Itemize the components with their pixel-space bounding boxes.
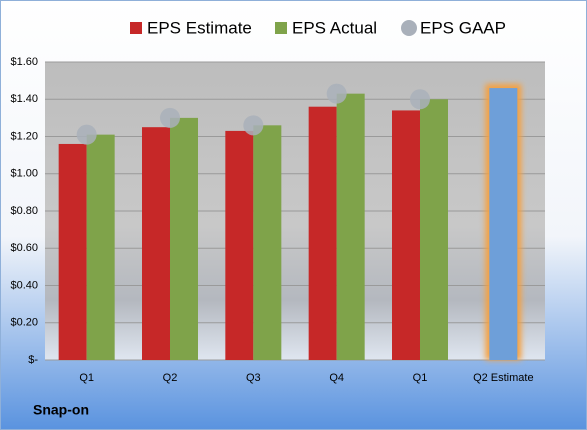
gaap-marker [410, 89, 430, 110]
y-tick-label: $1.40 [10, 93, 38, 105]
x-tick-label: Q2 Estimate [473, 372, 534, 384]
legend-label: EPS GAAP [420, 18, 506, 37]
legend-label: EPS Actual [292, 18, 377, 37]
legend-marker [275, 22, 287, 34]
y-tick-label: $0.20 [10, 317, 38, 329]
y-tick-label: $- [28, 354, 38, 366]
legend-marker [130, 22, 142, 34]
bar [253, 125, 282, 360]
y-tick-label: $1.60 [10, 56, 38, 68]
bar [336, 93, 365, 360]
legend-marker [401, 20, 417, 36]
gaap-marker [326, 83, 347, 104]
x-tick-label: Q1 [413, 372, 428, 384]
gaap-marker [76, 124, 97, 145]
y-tick-label: $0.60 [10, 242, 38, 254]
x-tick-label: Q4 [329, 372, 344, 384]
x-tick-label: Q3 [246, 372, 261, 384]
bar [489, 88, 518, 360]
bar [86, 134, 115, 360]
bar [58, 143, 87, 360]
y-tick-label: $1.20 [10, 130, 38, 142]
bar [170, 117, 198, 360]
bar [308, 106, 337, 360]
bar [142, 127, 170, 360]
x-tick-label: Q2 [163, 372, 178, 384]
bar [225, 130, 254, 360]
y-tick-label: $1.00 [10, 168, 38, 180]
gaap-marker [243, 115, 264, 136]
y-tick-label: $0.40 [10, 279, 38, 291]
gaap-marker [160, 107, 180, 128]
y-tick-label: $0.80 [10, 205, 38, 217]
x-tick-label: Q1 [79, 372, 94, 384]
footer: Snap-on [33, 402, 89, 418]
legend-label: EPS Estimate [147, 18, 252, 37]
bar [420, 99, 448, 360]
bar [392, 110, 420, 360]
